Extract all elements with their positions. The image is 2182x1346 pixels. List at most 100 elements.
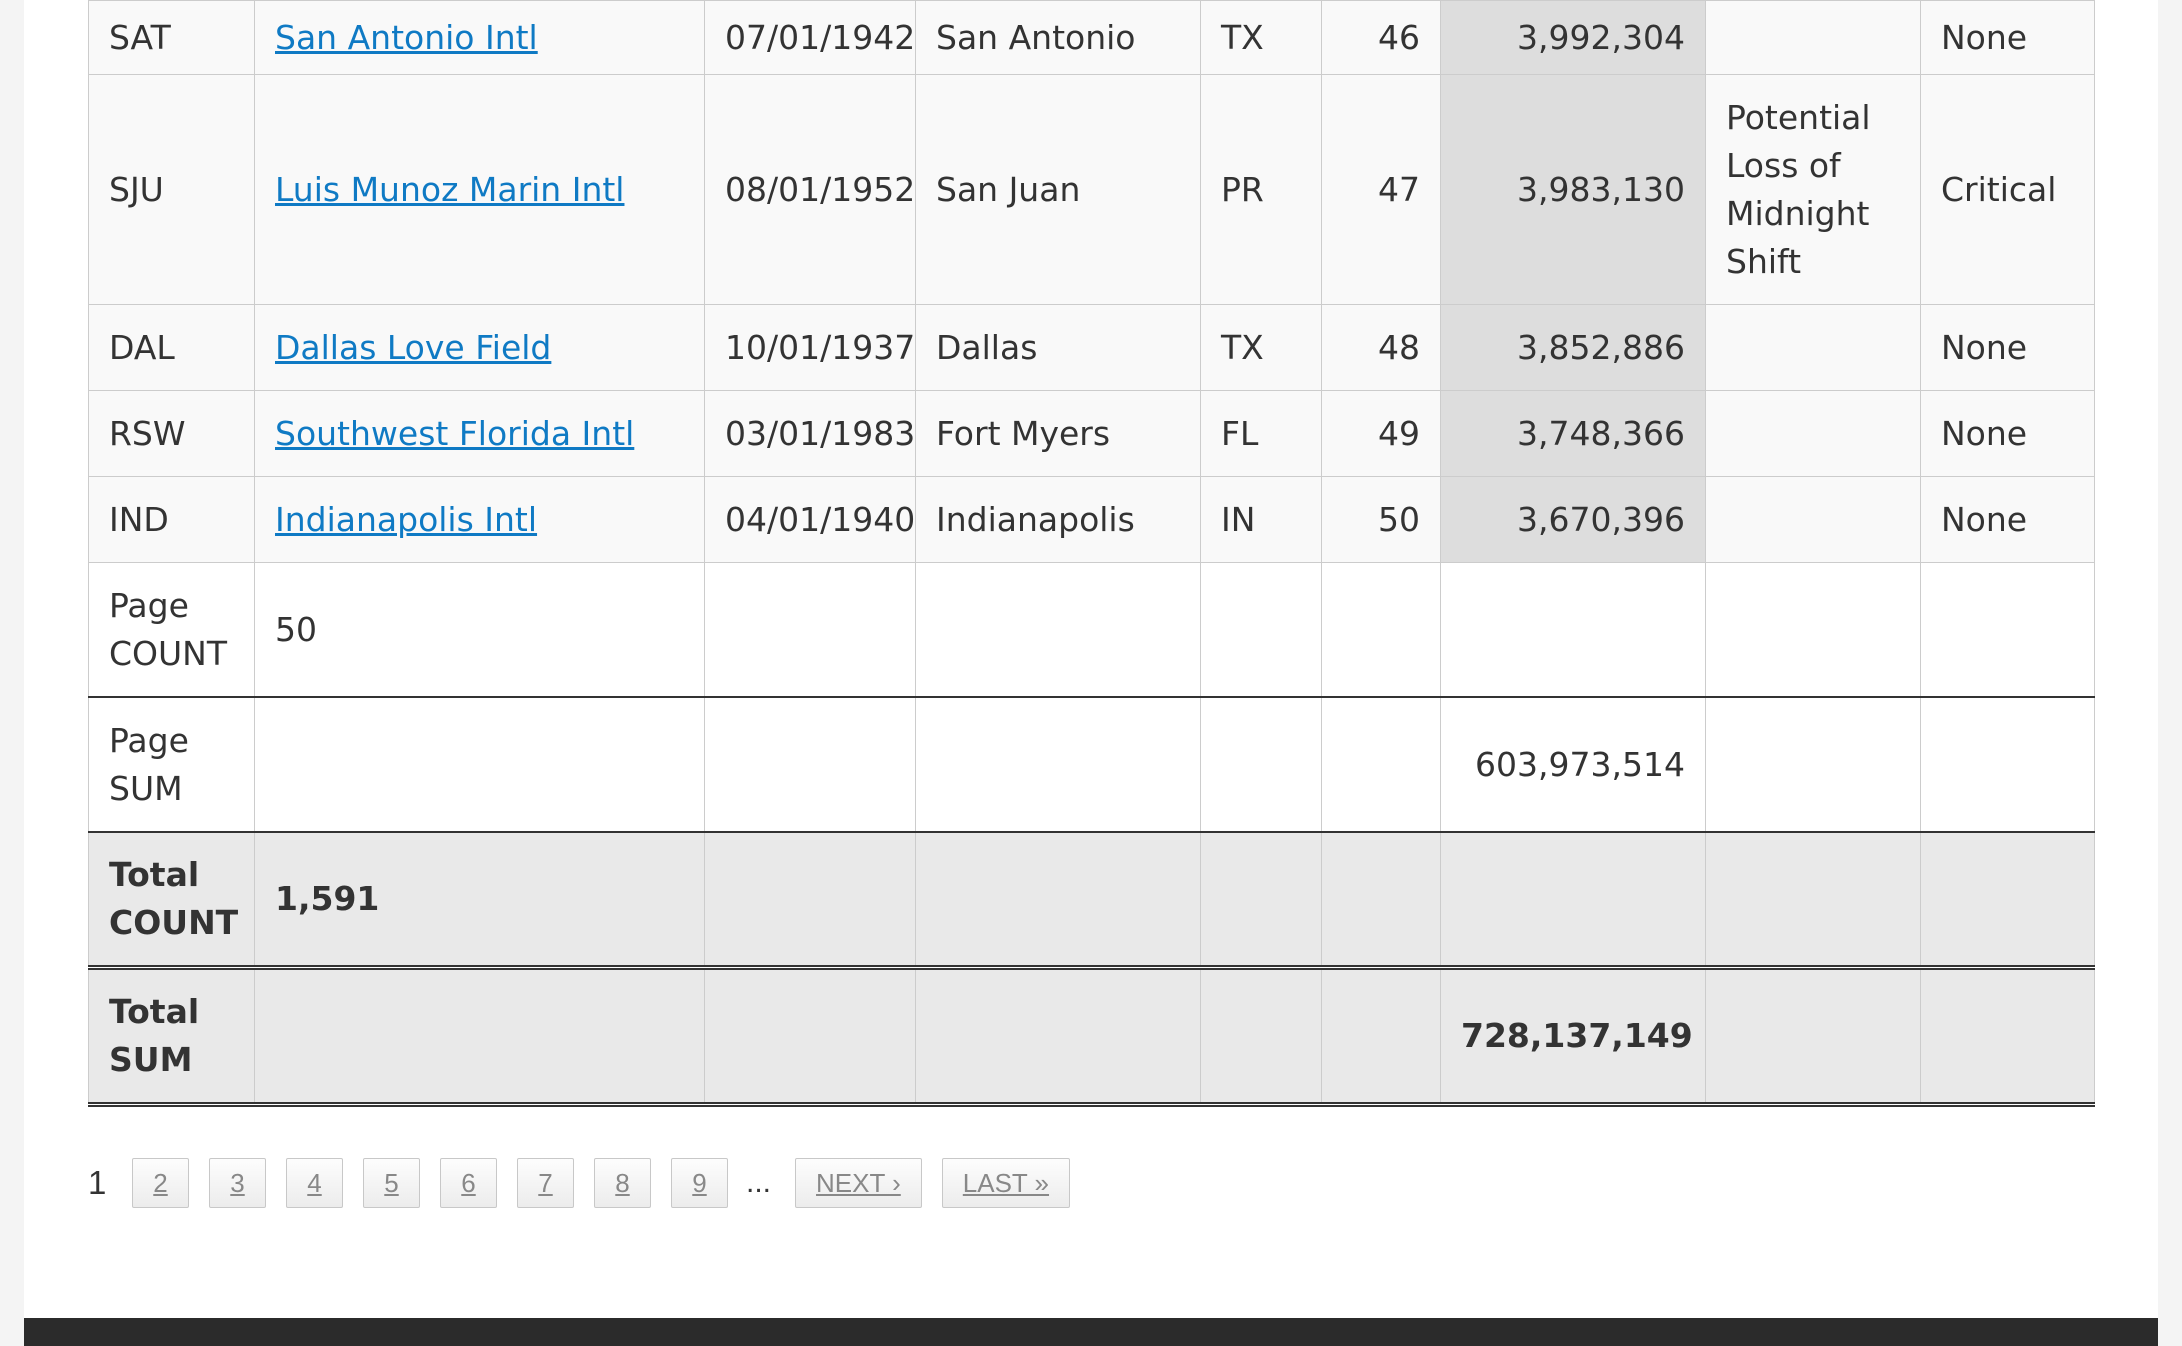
airport-code-cell: SJU: [88, 74, 255, 305]
rank-cell: 48: [1321, 304, 1441, 391]
empty-cell: [1321, 696, 1441, 833]
total-sum-value: 728,137,149: [1440, 967, 1706, 1107]
current-page: 1: [88, 1164, 107, 1201]
label-line: Page: [109, 585, 189, 625]
date-cell: 03/01/1983: [704, 390, 916, 477]
page-sum-value: 603,973,514: [1440, 696, 1706, 833]
table-row: SAT San Antonio Intl 07/01/1942 San Anto…: [88, 0, 2095, 75]
label-line: COUNT: [109, 633, 228, 673]
state-cell: FL: [1200, 390, 1322, 477]
next-page-button[interactable]: NEXT ›: [795, 1158, 922, 1208]
airport-name-cell: Southwest Florida Intl: [254, 390, 705, 477]
label-line: Page: [109, 720, 189, 760]
airport-name-cell: Dallas Love Field: [254, 304, 705, 391]
status-cell: Critical: [1920, 74, 2095, 305]
empty-cell: [1705, 696, 1921, 833]
empty-cell: [1321, 831, 1441, 970]
empty-cell: [1200, 562, 1322, 698]
page-sum-label: Page SUM: [88, 696, 255, 833]
page-count-row: Page COUNT 50: [88, 562, 2095, 698]
empty-cell: [1200, 696, 1322, 833]
date-cell: 04/01/1940: [704, 476, 916, 563]
city-cell: San Juan: [915, 74, 1201, 305]
empty-cell: [1200, 967, 1322, 1107]
empty-cell: [915, 562, 1201, 698]
date-cell: 08/01/1952: [704, 74, 916, 305]
airport-name-link[interactable]: Southwest Florida Intl: [275, 413, 635, 453]
label-line: COUNT: [109, 903, 239, 942]
value-cell: 3,852,886: [1440, 304, 1706, 391]
rank-cell: 50: [1321, 476, 1441, 563]
empty-cell: [1920, 831, 2095, 970]
value-cell: 3,670,396: [1440, 476, 1706, 563]
page-link-7[interactable]: 7: [517, 1158, 574, 1208]
note-cell: Potential Loss of Midnight Shift: [1705, 74, 1921, 305]
airport-table: SAT San Antonio Intl 07/01/1942 San Anto…: [88, 0, 2095, 1107]
status-cell: None: [1920, 0, 2095, 75]
empty-cell: [704, 831, 916, 970]
page-link-9[interactable]: 9: [671, 1158, 728, 1208]
city-cell: Dallas: [915, 304, 1201, 391]
empty-cell: [1440, 831, 1706, 970]
airport-code-cell: IND: [88, 476, 255, 563]
empty-cell: [1321, 562, 1441, 698]
rank-cell: 49: [1321, 390, 1441, 477]
status-cell: None: [1920, 476, 2095, 563]
footer-bar: [24, 1318, 2158, 1346]
last-page-button[interactable]: LAST »: [941, 1158, 1071, 1208]
total-count-value: 1,591: [254, 831, 705, 970]
table-row: DAL Dallas Love Field 10/01/1937 Dallas …: [88, 304, 2095, 391]
airport-name-link[interactable]: San Antonio Intl: [275, 17, 538, 57]
page-link-3[interactable]: 3: [209, 1158, 266, 1208]
city-cell: San Antonio: [915, 0, 1201, 75]
empty-cell: [915, 831, 1201, 970]
page-link-2[interactable]: 2: [132, 1158, 189, 1208]
empty-cell: [704, 967, 916, 1107]
page-link-6[interactable]: 6: [440, 1158, 497, 1208]
empty-cell: [915, 967, 1201, 1107]
note-cell: [1705, 0, 1921, 75]
status-cell: None: [1920, 390, 2095, 477]
empty-cell: [915, 696, 1201, 833]
airport-name-link[interactable]: Indianapolis Intl: [275, 499, 538, 539]
total-count-row: Total COUNT 1,591: [88, 831, 2095, 970]
note-cell: [1705, 476, 1921, 563]
pagination: 1 2 3 4 5 6 7 8 9 ... NEXT › LAST »: [88, 1158, 1090, 1208]
airport-name-cell: San Antonio Intl: [254, 0, 705, 75]
status-cell: None: [1920, 304, 2095, 391]
total-sum-row: Total SUM 728,137,149: [88, 967, 2095, 1107]
empty-cell: [1920, 696, 2095, 833]
airport-code-cell: DAL: [88, 304, 255, 391]
empty-cell: [704, 696, 916, 833]
airport-name-link[interactable]: Luis Munoz Marin Intl: [275, 169, 625, 209]
empty-cell: [1920, 562, 2095, 698]
label-line: Total: [109, 855, 200, 894]
table-row: SJU Luis Munoz Marin Intl 08/01/1952 San…: [88, 74, 2095, 305]
airport-name-link[interactable]: Dallas Love Field: [275, 327, 552, 367]
airport-name-cell: Luis Munoz Marin Intl: [254, 74, 705, 305]
value-cell: 3,748,366: [1440, 390, 1706, 477]
table-row: IND Indianapolis Intl 04/01/1940 Indiana…: [88, 476, 2095, 563]
empty-cell: [1705, 967, 1921, 1107]
date-cell: 07/01/1942: [704, 0, 916, 75]
state-cell: IN: [1200, 476, 1322, 563]
state-cell: PR: [1200, 74, 1322, 305]
empty-cell: [1705, 562, 1921, 698]
empty-cell: [704, 562, 916, 698]
note-cell: [1705, 390, 1921, 477]
table-row: RSW Southwest Florida Intl 03/01/1983 Fo…: [88, 390, 2095, 477]
page-sum-row: Page SUM 603,973,514: [88, 696, 2095, 833]
airport-name-cell: Indianapolis Intl: [254, 476, 705, 563]
value-cell: 3,983,130: [1440, 74, 1706, 305]
empty-cell: [254, 967, 705, 1107]
page-link-4[interactable]: 4: [286, 1158, 343, 1208]
airport-code-cell: SAT: [88, 0, 255, 75]
state-cell: TX: [1200, 304, 1322, 391]
page-link-8[interactable]: 8: [594, 1158, 651, 1208]
city-cell: Indianapolis: [915, 476, 1201, 563]
value-cell: 3,992,304: [1440, 0, 1706, 75]
empty-cell: [1920, 967, 2095, 1107]
empty-cell: [1200, 831, 1322, 970]
empty-cell: [1440, 562, 1706, 698]
page-link-5[interactable]: 5: [363, 1158, 420, 1208]
